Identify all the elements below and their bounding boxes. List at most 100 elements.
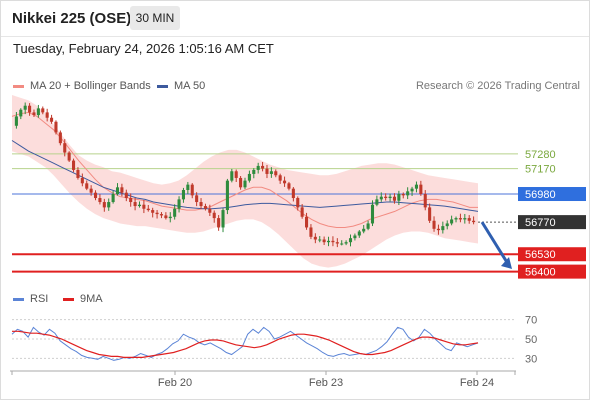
candle-body — [177, 199, 181, 209]
candle-body — [326, 240, 331, 243]
candle-body — [107, 202, 111, 208]
candle-body — [85, 183, 89, 189]
support-tag-56530 — [518, 247, 586, 262]
candle-body — [151, 210, 155, 213]
candle-body — [225, 180, 229, 211]
candle-body — [406, 191, 410, 196]
candle-body — [54, 121, 58, 133]
candle-body — [441, 226, 445, 231]
candle-body — [164, 215, 168, 219]
candle-body — [322, 239, 326, 243]
forecast-arrow-shaft — [480, 221, 510, 265]
candle-body — [362, 228, 366, 232]
candle-body — [14, 116, 18, 126]
candle-body — [379, 196, 383, 200]
candle-body — [76, 169, 80, 178]
candle-body — [93, 192, 98, 199]
candle-body — [370, 204, 375, 224]
candle-body — [335, 242, 339, 244]
candle-body — [410, 188, 414, 192]
candle-body — [318, 239, 322, 241]
candle-body — [375, 199, 379, 205]
candle-body — [313, 236, 317, 240]
candle-body — [146, 208, 150, 211]
pivot-tag-56980 — [518, 187, 586, 202]
candle-body — [472, 220, 476, 223]
level-label-57170: 57170 — [525, 164, 556, 176]
candle-body — [353, 235, 357, 239]
candle-body — [392, 196, 397, 201]
rsi-ma-swatch — [63, 297, 74, 301]
candle-body — [366, 223, 370, 229]
x-tick-label: Feb 20 — [158, 377, 192, 389]
support-tag-label-56530: 56530 — [525, 249, 556, 261]
candle-body — [458, 218, 462, 220]
candle-body — [467, 218, 471, 221]
bollinger-legend-label: MA 20 + Bollinger Bands — [30, 80, 151, 92]
legend-bollinger: MA 20 + Bollinger Bands — [13, 80, 151, 92]
candle-body — [265, 168, 269, 174]
candle-body — [72, 160, 76, 170]
ma50-swatch — [157, 84, 168, 88]
interval-button[interactable]: 30 MIN — [130, 6, 180, 30]
candle-body — [397, 194, 401, 201]
rsi-ma-legend-label: 9MA — [80, 293, 103, 305]
candle-body — [384, 196, 388, 199]
candle-body — [58, 132, 62, 144]
ma20-line — [11, 111, 478, 228]
candle-body — [102, 202, 106, 208]
candle-body — [111, 194, 115, 203]
candle-body — [133, 202, 137, 207]
rsi-line — [11, 326, 479, 361]
level-label-57280: 57280 — [525, 149, 556, 161]
candle-body — [348, 238, 353, 243]
candle-body — [243, 180, 247, 188]
candle-body — [181, 190, 185, 200]
bollinger-swatch — [13, 84, 24, 88]
candle-body — [454, 218, 458, 220]
legend-rsi: RSI — [13, 293, 48, 305]
candle-body — [269, 171, 273, 174]
candle-body — [190, 184, 194, 196]
candle-body — [450, 219, 454, 224]
candle-body — [137, 204, 142, 207]
candle-body — [261, 165, 265, 169]
candle-body — [234, 171, 238, 178]
candle-body — [45, 112, 49, 118]
candle-body — [300, 207, 304, 217]
x-tick-label: Feb 23 — [309, 377, 343, 389]
candle-body — [199, 202, 203, 207]
rsi-tick-label-50: 50 — [525, 334, 537, 346]
candle-body — [168, 216, 172, 219]
candle-body — [388, 196, 392, 199]
x-tick-label: Feb 24 — [460, 377, 494, 389]
candle-body — [414, 184, 418, 189]
candle-body — [247, 173, 251, 181]
support-tag-56400 — [518, 264, 586, 279]
candle-body — [239, 177, 243, 188]
candle-body — [32, 112, 36, 116]
rsi-tick-label-70: 70 — [525, 315, 537, 327]
candle-body — [287, 183, 291, 189]
candle-body — [217, 218, 221, 228]
candle-body — [173, 208, 177, 217]
last-price-tag — [518, 215, 586, 230]
chart-header: Nikkei 225 (OSE) 30 MIN — [0, 0, 590, 37]
candle-body — [428, 207, 432, 221]
rsi-ma-line — [12, 330, 479, 358]
legend-rsi-ma: 9MA — [63, 293, 103, 305]
candle-body — [120, 187, 124, 193]
candle-body — [283, 180, 287, 184]
timestamp: Tuesday, February 24, 2026 1:05:16 AM CE… — [13, 41, 274, 56]
candle-body — [142, 204, 146, 209]
candle-body — [274, 171, 278, 176]
rsi-legend-label: RSI — [30, 293, 49, 305]
candle-body — [155, 212, 159, 215]
candle-body — [436, 228, 440, 231]
candle-body — [115, 187, 120, 195]
candle-body — [278, 175, 282, 181]
candle-body — [419, 184, 423, 195]
pivot-tag-label-56980: 56980 — [525, 189, 556, 201]
last-price-label: 56770 — [525, 217, 556, 229]
